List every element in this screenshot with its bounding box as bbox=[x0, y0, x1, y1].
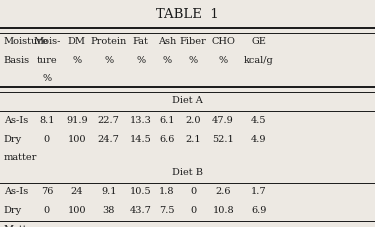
Text: %: % bbox=[162, 56, 171, 65]
Text: 22.7: 22.7 bbox=[98, 116, 120, 125]
Text: 4.9: 4.9 bbox=[251, 135, 267, 144]
Text: 38: 38 bbox=[102, 206, 115, 215]
Text: 100: 100 bbox=[68, 206, 86, 215]
Text: Dry: Dry bbox=[4, 206, 22, 215]
Text: %: % bbox=[189, 56, 198, 65]
Text: 6.6: 6.6 bbox=[159, 135, 174, 144]
Text: 6.1: 6.1 bbox=[159, 116, 175, 125]
Text: GE: GE bbox=[251, 37, 266, 47]
Text: Diet B: Diet B bbox=[172, 168, 203, 177]
Text: 24.7: 24.7 bbox=[98, 135, 120, 144]
Text: 4.5: 4.5 bbox=[251, 116, 267, 125]
Text: 0: 0 bbox=[190, 187, 196, 196]
Text: Matter: Matter bbox=[4, 225, 38, 227]
Text: Diet A: Diet A bbox=[172, 96, 203, 105]
Text: 8.1: 8.1 bbox=[39, 116, 55, 125]
Text: 10.8: 10.8 bbox=[212, 206, 234, 215]
Text: 9.1: 9.1 bbox=[101, 187, 117, 196]
Text: ture: ture bbox=[37, 56, 57, 65]
Text: 0: 0 bbox=[190, 206, 196, 215]
Text: 52.1: 52.1 bbox=[212, 135, 234, 144]
Text: 2.0: 2.0 bbox=[185, 116, 201, 125]
Text: CHO: CHO bbox=[211, 37, 235, 47]
Text: Ash: Ash bbox=[158, 37, 176, 47]
Text: %: % bbox=[104, 56, 113, 65]
Text: Moisture: Moisture bbox=[4, 37, 48, 47]
Text: 24: 24 bbox=[70, 187, 83, 196]
Text: Protein: Protein bbox=[91, 37, 127, 47]
Text: %: % bbox=[42, 74, 51, 83]
Text: Fat: Fat bbox=[133, 37, 148, 47]
Text: 1.8: 1.8 bbox=[159, 187, 175, 196]
Text: Fiber: Fiber bbox=[180, 37, 207, 47]
Text: 2.6: 2.6 bbox=[215, 187, 231, 196]
Text: 1.7: 1.7 bbox=[251, 187, 267, 196]
Text: 47.9: 47.9 bbox=[212, 116, 234, 125]
Text: 0: 0 bbox=[44, 135, 50, 144]
Text: 6.9: 6.9 bbox=[251, 206, 266, 215]
Text: 0: 0 bbox=[44, 206, 50, 215]
Text: 13.3: 13.3 bbox=[130, 116, 152, 125]
Text: %: % bbox=[72, 56, 81, 65]
Text: As-Is: As-Is bbox=[4, 116, 28, 125]
Text: matter: matter bbox=[4, 153, 37, 163]
Text: kcal/g: kcal/g bbox=[244, 56, 274, 65]
Text: 2.1: 2.1 bbox=[185, 135, 201, 144]
Text: 7.5: 7.5 bbox=[159, 206, 175, 215]
Text: 100: 100 bbox=[68, 135, 86, 144]
Text: TABLE  1: TABLE 1 bbox=[156, 8, 219, 21]
Text: Mois-: Mois- bbox=[33, 37, 61, 47]
Text: DM: DM bbox=[68, 37, 86, 47]
Text: 91.9: 91.9 bbox=[66, 116, 88, 125]
Text: 10.5: 10.5 bbox=[130, 187, 152, 196]
Text: Basis: Basis bbox=[4, 56, 30, 65]
Text: 43.7: 43.7 bbox=[130, 206, 152, 215]
Text: %: % bbox=[136, 56, 145, 65]
Text: 76: 76 bbox=[40, 187, 53, 196]
Text: As-Is: As-Is bbox=[4, 187, 28, 196]
Text: Dry: Dry bbox=[4, 135, 22, 144]
Text: %: % bbox=[219, 56, 228, 65]
Text: 14.5: 14.5 bbox=[130, 135, 152, 144]
